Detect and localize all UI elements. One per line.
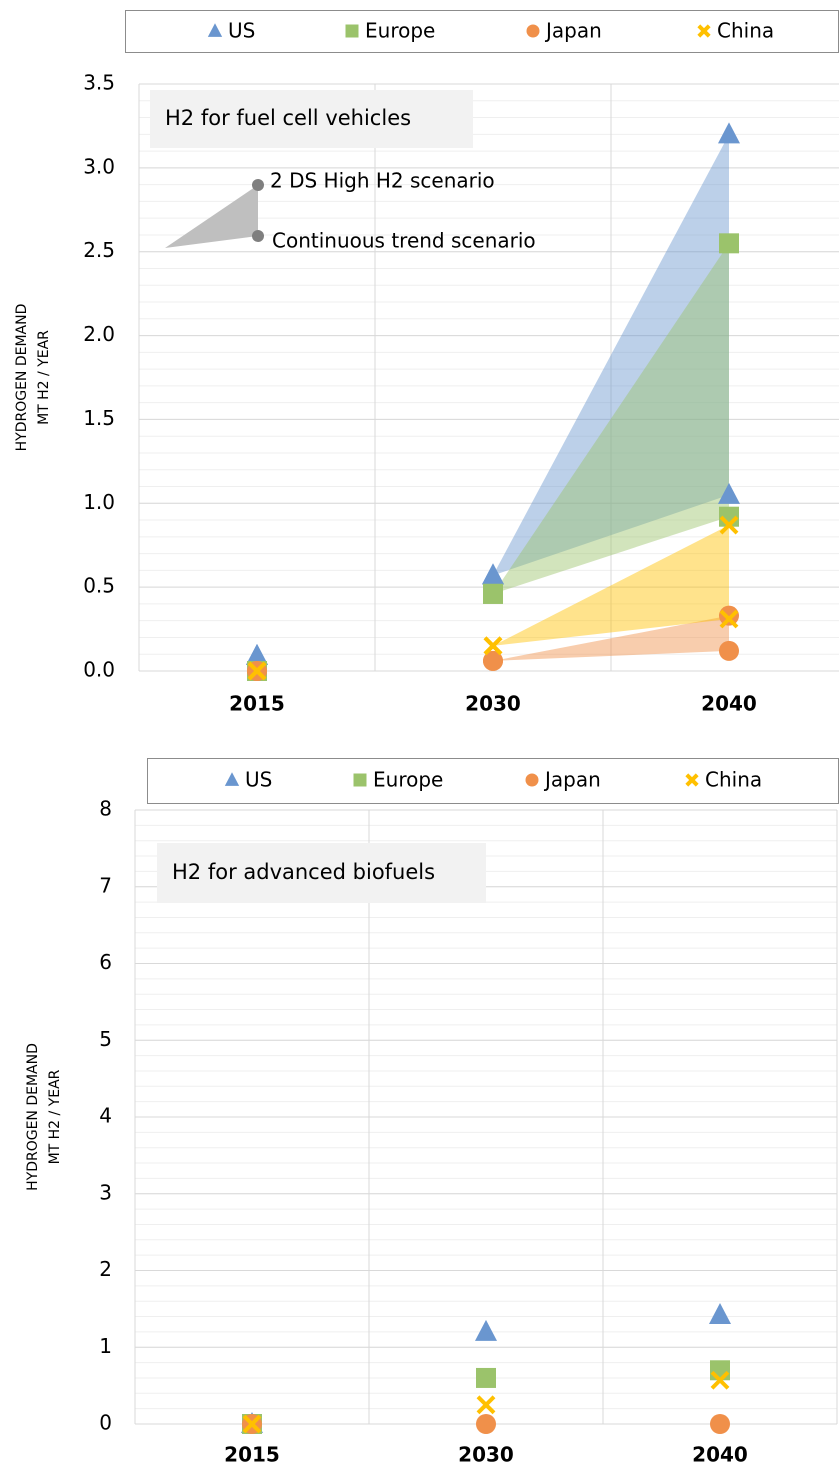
- marker-square: [719, 233, 739, 254]
- marker-circle: [483, 650, 503, 671]
- marker-x: [710, 1370, 730, 1390]
- x-tick-label: 2015: [224, 1443, 280, 1467]
- marker-circle: [526, 24, 540, 38]
- y-tick-label: 7: [99, 873, 112, 897]
- y-tick-label: 3.0: [83, 154, 115, 178]
- legend-label: Europe: [373, 768, 443, 792]
- marker-triangle: [207, 23, 223, 37]
- legend-label: China: [705, 768, 762, 792]
- title-box: [150, 90, 473, 148]
- y-tick-label: 4: [99, 1104, 112, 1128]
- y-tick-label: 1: [99, 1334, 112, 1358]
- legend-label: Europe: [365, 19, 435, 43]
- marker-x: [719, 515, 739, 535]
- y-axis-title: MT H2 / YEAR: [47, 1069, 63, 1164]
- chart-title: H2 for fuel cell vehicles: [165, 106, 411, 130]
- marker-square: [710, 1360, 730, 1381]
- marker-square: [476, 1367, 496, 1388]
- marker-circle: [476, 1414, 496, 1434]
- scenario-area: [493, 615, 729, 661]
- marker-triangle: [246, 643, 268, 665]
- marker-triangle: [475, 1319, 497, 1341]
- marker-triangle: [709, 1303, 731, 1325]
- scenario-label: Continuous trend scenario: [272, 229, 536, 253]
- scenario-area: [493, 134, 729, 576]
- marker-circle: [719, 640, 739, 661]
- y-tick-label: 6: [99, 950, 112, 974]
- y-tick-label: 0.0: [83, 658, 115, 682]
- marker-square: [353, 773, 367, 787]
- marker-x: [476, 1395, 496, 1415]
- y-tick-label: 1.5: [83, 406, 115, 430]
- y-tick-label: 3.5: [83, 71, 115, 95]
- y-axis-title: HYDROGEN DEMAND: [25, 1043, 41, 1191]
- y-tick-label: 2.0: [83, 322, 115, 346]
- scenario-key-dot: [252, 179, 264, 191]
- marker-x: [242, 1414, 262, 1434]
- marker-triangle: [482, 563, 504, 585]
- legend-label: Japan: [543, 768, 601, 792]
- y-tick-label: 5: [99, 1027, 112, 1051]
- marker-x: [685, 773, 699, 787]
- marker-triangle: [718, 482, 740, 504]
- marker-x: [719, 609, 739, 629]
- legend-box: [125, 10, 839, 53]
- legend-label: China: [717, 19, 774, 43]
- scenario-area: [493, 525, 729, 646]
- title-box: [157, 843, 486, 903]
- y-tick-label: 2.5: [83, 238, 115, 262]
- marker-triangle: [718, 122, 740, 144]
- y-axis-title: MT H2 / YEAR: [36, 330, 52, 425]
- legend-label: US: [228, 19, 255, 43]
- legend-label: US: [245, 768, 272, 792]
- y-axis-title: HYDROGEN DEMAND: [14, 304, 30, 452]
- marker-x: [247, 661, 267, 681]
- marker-x: [483, 636, 503, 656]
- x-tick-label: 2030: [458, 1443, 514, 1467]
- x-tick-label: 2030: [465, 692, 521, 716]
- y-tick-label: 0: [99, 1411, 112, 1435]
- scenario-key-dot: [252, 230, 264, 242]
- x-tick-label: 2015: [229, 692, 285, 716]
- legend-label: Japan: [544, 19, 602, 43]
- x-tick-label: 2040: [701, 692, 757, 716]
- marker-circle: [710, 1414, 730, 1434]
- y-tick-label: 1.0: [83, 490, 115, 514]
- y-tick-label: 3: [99, 1180, 112, 1204]
- marker-square: [483, 583, 503, 604]
- x-tick-label: 2040: [692, 1443, 748, 1467]
- marker-square: [345, 24, 359, 38]
- marker-circle: [719, 605, 739, 626]
- chart-title: H2 for advanced biofuels: [172, 860, 435, 884]
- y-tick-label: 8: [99, 797, 112, 821]
- y-tick-label: 0.5: [83, 574, 115, 598]
- marker-x: [697, 24, 711, 38]
- marker-circle: [525, 773, 539, 787]
- scenario-area: [493, 243, 729, 594]
- marker-triangle: [224, 772, 240, 786]
- scenario-key-area: [165, 185, 258, 248]
- y-tick-label: 2: [99, 1257, 112, 1281]
- scenario-label: 2 DS High H2 scenario: [270, 169, 495, 193]
